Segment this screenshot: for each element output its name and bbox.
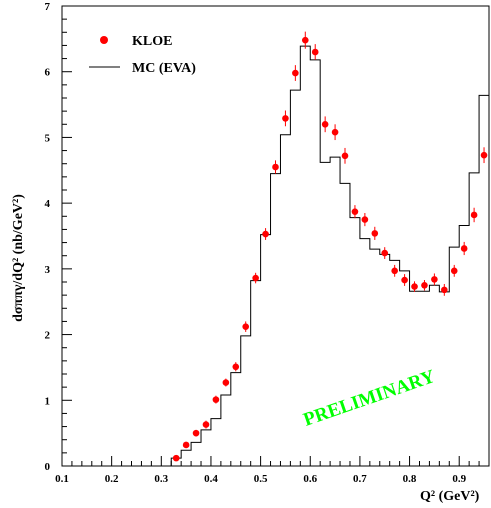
y-axis-title: dσππγ/dQ² (nb/GeV²) [11,194,26,322]
kloe-data-point [301,36,309,44]
kloe-data-point [391,267,398,275]
kloe-data-point [282,115,289,122]
x-tick-label: 0.4 [204,473,218,485]
kloe-data-point [480,151,488,159]
preliminary-annotation: PRELIMINARY [301,366,438,431]
x-tick-label: 0.9 [452,473,466,485]
y-tick-label: 6 [45,67,51,79]
x-tick-label: 0.5 [254,473,268,485]
x-tick-label: 0.7 [353,473,367,485]
legend-kloe-label: KLOE [132,34,172,49]
kloe-data-point [321,120,329,128]
y-axis-title-text: dσππγ/dQ² (nb/GeV²) [11,194,26,322]
x-tick-label: 0.3 [154,473,168,485]
kloe-data-point [411,283,418,290]
kloe-data-point [431,276,438,283]
x-tick-label: 0.1 [55,473,69,485]
kloe-data-point [202,421,210,428]
kloe-data-point [272,163,279,171]
kloe-data-point [470,211,478,219]
axis-ticks: 0.1 0.2 0.3 0.4 0.5 0.6 0.7 0.8 0.9 0 1 2 3 4 5 6 7 [45,1,480,485]
kloe-data-point [351,208,359,215]
y-tick-label: 0 [45,461,51,473]
legend: KLOE MC (EVA) [89,34,196,76]
x-tick-label: 0.6 [303,473,317,485]
kloe-data-point [242,323,250,330]
x-tick-label: 0.8 [403,473,417,485]
kloe-data-point [232,363,240,371]
kloe-data-point [401,276,408,284]
kloe-data-point [222,379,230,386]
kloe-data-point [341,152,349,160]
x-axis-title: Q² (GeV²) [420,489,480,504]
y-tick-label: 2 [45,330,51,342]
x-axis-title-text: Q² (GeV²) [420,489,480,504]
kloe-data-point [381,249,389,257]
kloe-data-point [371,230,379,237]
legend-mc-label: MC (EVA) [132,61,196,76]
kloe-data-point [192,429,200,437]
mc-step-line [161,45,489,467]
kloe-data-point [331,128,339,136]
kloe-data-point [252,274,259,282]
kloe-data-point [262,230,269,238]
kloe-data-point [311,48,319,56]
mc-histogram [161,45,489,467]
y-tick-label: 7 [45,1,51,13]
kloe-data-point [292,69,299,77]
y-tick-label: 4 [45,198,51,210]
kloe-data-point [460,245,468,252]
x-tick-label: 0.2 [105,473,119,485]
kloe-points [172,31,488,462]
legend-kloe-marker [100,36,108,44]
y-tick-label: 3 [45,264,51,276]
kloe-data-point [441,286,448,294]
y-tick-label: 1 [45,395,51,407]
kloe-data-point [450,267,458,275]
plot-frame [61,5,490,467]
kloe-data-point [182,441,190,449]
kloe-data-point [212,396,220,403]
kloe-data-point [172,454,180,462]
kloe-data-point [421,281,428,289]
y-tick-label: 5 [45,132,51,144]
kloe-data-point [361,216,369,223]
